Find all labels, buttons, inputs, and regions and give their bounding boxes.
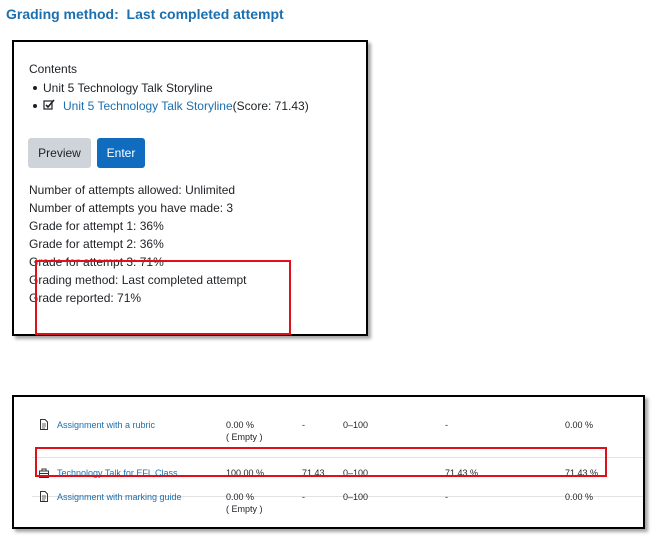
weight-cell: 0.00 %( Empty ) — [226, 492, 263, 514]
contents-list: Unit 5 Technology Talk Storyline Unit 5 … — [29, 79, 309, 115]
grading-method-heading: Grading method: Last completed attempt — [6, 6, 284, 22]
table-row: Assignment with a rubric 0.00 %( Empty )… — [32, 415, 643, 453]
percentage-cell: 71.43 % — [445, 468, 479, 478]
contribution-cell: 71.43 % — [565, 468, 599, 478]
range-cell: 0–100 — [343, 492, 369, 502]
weight-cell: 100.00 % — [226, 468, 265, 478]
percentage-cell: - — [445, 492, 448, 502]
assignment-icon — [39, 419, 49, 430]
table-row: Assignment with marking guide 0.00 %( Em… — [32, 487, 643, 525]
attempts-allowed: Number of attempts allowed: Unlimited — [29, 183, 236, 197]
checkbox-checked-icon — [43, 98, 57, 114]
enter-button[interactable]: Enter — [97, 138, 145, 168]
sco-title: Unit 5 Technology Talk Storyline — [43, 81, 213, 95]
grading-method: Grading method: Last completed attempt — [29, 273, 247, 287]
contribution-cell: 0.00 % — [565, 492, 594, 502]
contribution-cell: 0.00 % — [565, 420, 594, 430]
grade-cell: - — [302, 492, 305, 502]
sco-link[interactable]: Unit 5 Technology Talk Storyline — [63, 99, 233, 113]
attempts-made: Number of attempts you have made: 3 — [29, 201, 234, 215]
gradebook-panel: Assignment with a rubric 0.00 %( Empty )… — [12, 395, 645, 529]
grade-item-link[interactable]: Technology Talk for EFL Class — [57, 468, 178, 478]
scorm-package-icon — [39, 468, 49, 479]
attempt-1-grade: Grade for attempt 1: 36% — [29, 219, 164, 233]
contents-label: Contents — [29, 62, 78, 76]
attempt-info: Number of attempts allowed: Unlimited Nu… — [29, 181, 246, 307]
bullet-icon — [33, 104, 37, 108]
grade-cell: 71.43 — [302, 468, 325, 478]
grade-item-link[interactable]: Assignment with marking guide — [57, 492, 182, 502]
bullet-icon — [33, 86, 37, 90]
empty-note: ( Empty ) — [226, 504, 263, 514]
range-cell: 0–100 — [343, 420, 369, 430]
list-item[interactable]: Unit 5 Technology Talk Storyline (Score:… — [29, 97, 309, 115]
list-item: Unit 5 Technology Talk Storyline — [29, 79, 309, 97]
table-row: Technology Talk for EFL Class 100.00 % 7… — [32, 457, 643, 497]
highlight-box — [35, 260, 291, 335]
grade-item-link[interactable]: Assignment with a rubric — [57, 420, 156, 430]
empty-note: ( Empty ) — [226, 432, 263, 442]
highlight-box — [35, 447, 607, 477]
range-cell: 0–100 — [343, 468, 369, 478]
grade-cell: - — [302, 420, 305, 430]
assignment-icon — [39, 491, 49, 502]
percentage-cell: - — [445, 420, 448, 430]
preview-button[interactable]: Preview — [28, 138, 91, 168]
attempt-3-grade: Grade for attempt 3: 71% — [29, 255, 164, 269]
sco-score: (Score: 71.43) — [232, 99, 309, 113]
scorm-activity-panel: Contents Unit 5 Technology Talk Storylin… — [12, 40, 368, 336]
grade-reported: Grade reported: 71% — [29, 291, 142, 305]
attempt-2-grade: Grade for attempt 2: 36% — [29, 237, 164, 251]
weight-cell: 0.00 %( Empty ) — [226, 420, 263, 442]
